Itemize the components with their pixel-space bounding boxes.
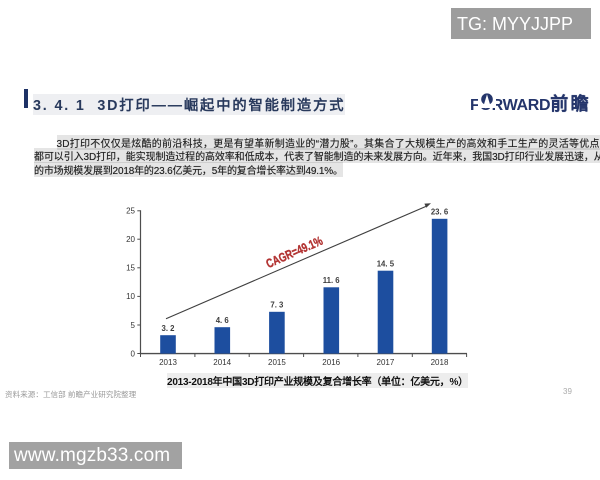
svg-text:2014: 2014 bbox=[213, 358, 231, 367]
svg-text:2013: 2013 bbox=[159, 358, 177, 367]
svg-text:15: 15 bbox=[126, 264, 135, 273]
svg-text:20: 20 bbox=[126, 235, 135, 244]
svg-text:3. 2: 3. 2 bbox=[161, 324, 175, 333]
svg-text:7. 3: 7. 3 bbox=[270, 301, 284, 310]
svg-text:25: 25 bbox=[126, 207, 135, 216]
svg-text:2018: 2018 bbox=[431, 358, 449, 367]
svg-text:5: 5 bbox=[131, 321, 136, 330]
svg-text:0: 0 bbox=[131, 349, 136, 358]
svg-text:11. 6: 11. 6 bbox=[323, 276, 341, 285]
svg-text:23. 6: 23. 6 bbox=[431, 208, 449, 217]
svg-text:2017: 2017 bbox=[377, 358, 395, 367]
svg-text:10: 10 bbox=[126, 292, 135, 301]
svg-text:2016: 2016 bbox=[322, 358, 340, 367]
svg-text:14. 5: 14. 5 bbox=[377, 260, 395, 269]
svg-text:2015: 2015 bbox=[268, 358, 286, 367]
svg-text:4. 6: 4. 6 bbox=[216, 316, 230, 325]
svg-text:CAGR=49.1%: CAGR=49.1% bbox=[264, 234, 325, 271]
